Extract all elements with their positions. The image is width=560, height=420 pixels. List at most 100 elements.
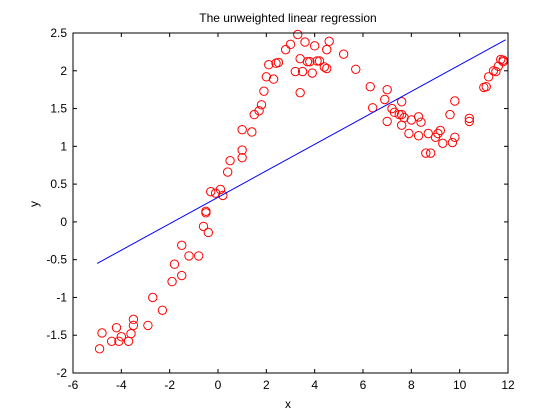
- data-point: [237, 125, 247, 135]
- data-point: [464, 116, 475, 127]
- data-point: [184, 251, 194, 261]
- data-point: [297, 66, 308, 77]
- y-tick-label: 2: [60, 64, 67, 78]
- data-point: [94, 344, 105, 354]
- data-point: [394, 109, 404, 120]
- data-point: [464, 113, 475, 124]
- data-point: [259, 86, 269, 96]
- data-point: [126, 329, 136, 339]
- data-point: [206, 186, 216, 197]
- data-point: [396, 109, 407, 120]
- y-tick-label: 2.5: [50, 26, 67, 40]
- data-point: [382, 116, 392, 127]
- y-axis-label: y: [27, 201, 41, 207]
- data-point: [148, 292, 158, 303]
- data-point: [157, 305, 168, 315]
- data-point: [421, 148, 431, 158]
- data-point: [319, 62, 330, 72]
- plot-frame: [72, 32, 509, 374]
- data-point: [247, 127, 257, 137]
- data-point: [167, 276, 177, 287]
- data-point: [237, 145, 247, 155]
- x-tick-label: -6: [68, 378, 79, 392]
- data-point: [433, 128, 443, 139]
- data-point: [225, 155, 235, 166]
- x-tick-label: 0: [215, 378, 222, 392]
- data-point: [399, 112, 409, 123]
- y-tick-label: 0: [60, 215, 67, 229]
- data-point: [201, 206, 211, 217]
- x-tick-label: 4: [311, 378, 318, 392]
- data-point: [268, 74, 279, 84]
- data-point: [215, 184, 226, 195]
- data-point: [483, 72, 494, 82]
- data-point: [312, 56, 322, 66]
- data-point: [273, 57, 284, 68]
- data-point: [261, 72, 272, 82]
- data-point: [425, 148, 436, 158]
- data-point: [435, 125, 446, 136]
- data-point: [256, 100, 267, 110]
- data-point: [254, 106, 264, 116]
- data-point: [285, 39, 296, 50]
- data-point: [128, 320, 139, 331]
- data-point: [481, 81, 491, 92]
- x-tick-label: 8: [408, 378, 415, 392]
- data-point: [413, 112, 424, 122]
- data-point: [404, 128, 414, 139]
- data-point: [114, 336, 124, 346]
- data-point: [307, 68, 317, 78]
- data-point: [314, 56, 325, 66]
- data-point: [177, 270, 187, 281]
- data-point: [365, 81, 375, 92]
- x-tick-label: -2: [164, 378, 175, 392]
- x-axis-label: x: [285, 397, 291, 411]
- data-point: [169, 259, 180, 269]
- y-tick-label: -0.5: [46, 253, 67, 267]
- data-point: [143, 320, 153, 331]
- y-tick-label: -2: [56, 366, 67, 380]
- data-point: [382, 84, 392, 95]
- data-point: [351, 64, 361, 74]
- y-tick-label: -1.5: [46, 328, 67, 342]
- data-point: [302, 57, 313, 67]
- x-tick-label: 12: [501, 378, 515, 392]
- data-point: [293, 29, 303, 40]
- data-point: [396, 97, 407, 107]
- data-point: [218, 190, 228, 201]
- data-point: [111, 322, 122, 333]
- data-point: [324, 36, 334, 47]
- data-point: [198, 221, 209, 232]
- data-point: [389, 107, 400, 118]
- data-point: [222, 167, 233, 177]
- y-tick-label: 1: [60, 139, 67, 153]
- chart-title: The unweighted linear regression: [199, 11, 376, 25]
- data-point: [128, 314, 139, 325]
- data-point: [445, 109, 455, 120]
- data-point: [447, 137, 458, 148]
- data-point: [380, 94, 390, 105]
- data-point: [193, 251, 204, 261]
- data-point: [237, 152, 247, 163]
- data-point: [280, 44, 291, 55]
- data-point: [106, 336, 117, 346]
- regression-line: [96, 39, 506, 264]
- data-point: [97, 328, 107, 338]
- data-point: [264, 60, 274, 70]
- x-tick-label: -4: [116, 378, 127, 392]
- data-point: [322, 44, 332, 55]
- x-tick-label: 6: [360, 378, 367, 392]
- x-tick-label: 2: [263, 378, 270, 392]
- y-tick-label: 1.5: [50, 102, 67, 116]
- data-point: [116, 332, 127, 342]
- data-point: [309, 41, 320, 51]
- data-point: [290, 66, 301, 77]
- data-point: [498, 57, 508, 67]
- data-point: [423, 128, 433, 139]
- ticks-layer: -6 -4 -2 0 2 4 6 8 10 12 -2 -1.5 -1 -0.5 0 0.5 1 1.5 2 2.5: [46, 26, 515, 392]
- y-tick-label: 0.5: [50, 177, 67, 191]
- data-point: [295, 87, 305, 98]
- data-point: [300, 37, 310, 47]
- data-point: [322, 63, 332, 74]
